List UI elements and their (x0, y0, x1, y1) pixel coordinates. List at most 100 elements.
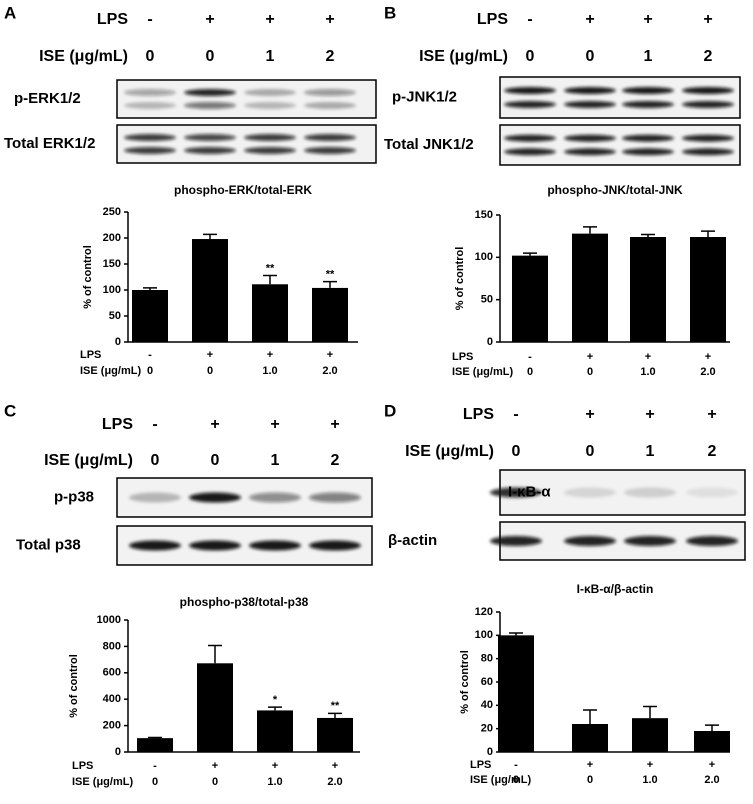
significance-label: ** (266, 262, 275, 274)
x-tick-label: + (212, 760, 218, 772)
y-tick-label: 120 (475, 606, 493, 618)
blot-lane-label: + (330, 416, 339, 433)
y-tick-label: 100 (475, 629, 493, 641)
blot-band (304, 101, 356, 109)
x-row-label: LPS (470, 759, 491, 771)
chart-title: I-κB-α/β-actin (577, 582, 654, 596)
x-tick-label: 0 (207, 365, 213, 377)
significance-label: * (273, 694, 278, 706)
x-row-label: ISE (μg/mL) (72, 776, 133, 788)
blot-lane-label: 0 (526, 48, 535, 65)
blot-band (249, 540, 301, 551)
blot-band (244, 101, 296, 109)
bar (197, 663, 233, 752)
blot-row-label: ISE (μg/mL) (44, 452, 133, 469)
blot-bands (490, 487, 738, 498)
x-tick-label: 0 (513, 774, 519, 786)
blot-band (304, 89, 356, 97)
blot-band (490, 487, 542, 498)
y-axis-label: % of control (454, 247, 466, 311)
blot-band (249, 492, 301, 503)
y-tick-label: 0 (487, 336, 493, 348)
x-row-label: LPS (80, 349, 101, 361)
x-tick-label: 1.0 (642, 774, 657, 786)
y-tick-label: 150 (475, 209, 493, 221)
bar (572, 724, 608, 752)
panel-letter: D (384, 401, 396, 420)
blot-lane-label: 1 (646, 443, 655, 460)
blot-bands (124, 89, 356, 109)
y-axis-label: % of control (459, 650, 471, 714)
blot-band (622, 134, 674, 142)
x-row-label: ISE (μg/mL) (80, 365, 141, 377)
y-tick-label: 800 (103, 640, 121, 652)
blot-lane-label: 0 (211, 452, 220, 469)
chart-title: phospho-ERK/total-ERK (174, 183, 312, 197)
blot-band (564, 148, 616, 156)
blot-band (490, 536, 542, 546)
blot-lane-label: 2 (704, 48, 713, 65)
blot-band (124, 101, 176, 109)
bar (498, 635, 534, 752)
bar (312, 287, 348, 342)
x-tick-label: - (148, 349, 152, 361)
blot-band (504, 134, 556, 142)
x-tick-label: + (647, 759, 653, 771)
x-tick-label: - (153, 760, 157, 772)
x-tick-label: 1.0 (640, 366, 655, 378)
blot-band (504, 87, 556, 95)
y-axis-label: % of control (82, 245, 94, 309)
blot-band (184, 89, 236, 97)
y-tick-label: 0 (115, 746, 121, 758)
blot-lane-label: 0 (146, 48, 155, 65)
blot-band (504, 100, 556, 108)
blot-lane-label: + (707, 406, 716, 423)
significance-label: ** (326, 269, 335, 281)
blot-band (184, 134, 236, 142)
x-tick-label: 1.0 (262, 365, 277, 377)
blot-row-label: LPS (477, 11, 508, 28)
y-tick-label: 50 (481, 294, 493, 306)
blot-bands (504, 134, 734, 156)
blot-band (686, 487, 738, 498)
error-bar (583, 709, 597, 724)
bar (137, 738, 173, 752)
x-tick-label: + (332, 760, 338, 772)
x-row-label: ISE (μg/mL) (452, 366, 513, 378)
error-bar (701, 230, 715, 238)
y-tick-label: 50 (109, 310, 121, 322)
x-tick-label: + (207, 349, 213, 361)
x-tick-label: + (705, 351, 711, 363)
y-tick-label: 200 (103, 232, 121, 244)
blot-band (564, 134, 616, 142)
y-tick-label: 80 (481, 653, 493, 665)
blot-lane-label: - (147, 11, 152, 28)
blot-lane-label: + (325, 11, 334, 28)
blot-band-label: β-actin (388, 532, 437, 549)
blot-band (682, 100, 734, 108)
blot-band (504, 148, 556, 156)
blot-band-label: p-p38 (54, 488, 94, 505)
blot-lane-label: + (270, 416, 279, 433)
blot-row-label: ISE (μg/mL) (39, 48, 128, 65)
blot-lane-label: 2 (708, 443, 717, 460)
bar (192, 239, 228, 342)
error-bar (208, 644, 222, 664)
blot-band (564, 100, 616, 108)
blot-band (304, 146, 356, 154)
blot-band (244, 134, 296, 142)
x-tick-label: 2.0 (327, 776, 342, 788)
blot-band (244, 146, 296, 154)
blot-band (624, 536, 676, 546)
y-tick-label: 40 (481, 699, 493, 711)
blot-band (244, 89, 296, 97)
x-tick-label: 0 (212, 776, 218, 788)
x-row-label: LPS (452, 351, 473, 363)
blot-band-label: Total ERK1/2 (4, 135, 95, 152)
blot-bands (129, 540, 361, 551)
blot-lane-label: 1 (266, 48, 275, 65)
blot-lane-label: + (265, 11, 274, 28)
blot-band (129, 540, 181, 551)
x-tick-label: 0 (587, 774, 593, 786)
blot-lane-label: - (513, 406, 518, 423)
